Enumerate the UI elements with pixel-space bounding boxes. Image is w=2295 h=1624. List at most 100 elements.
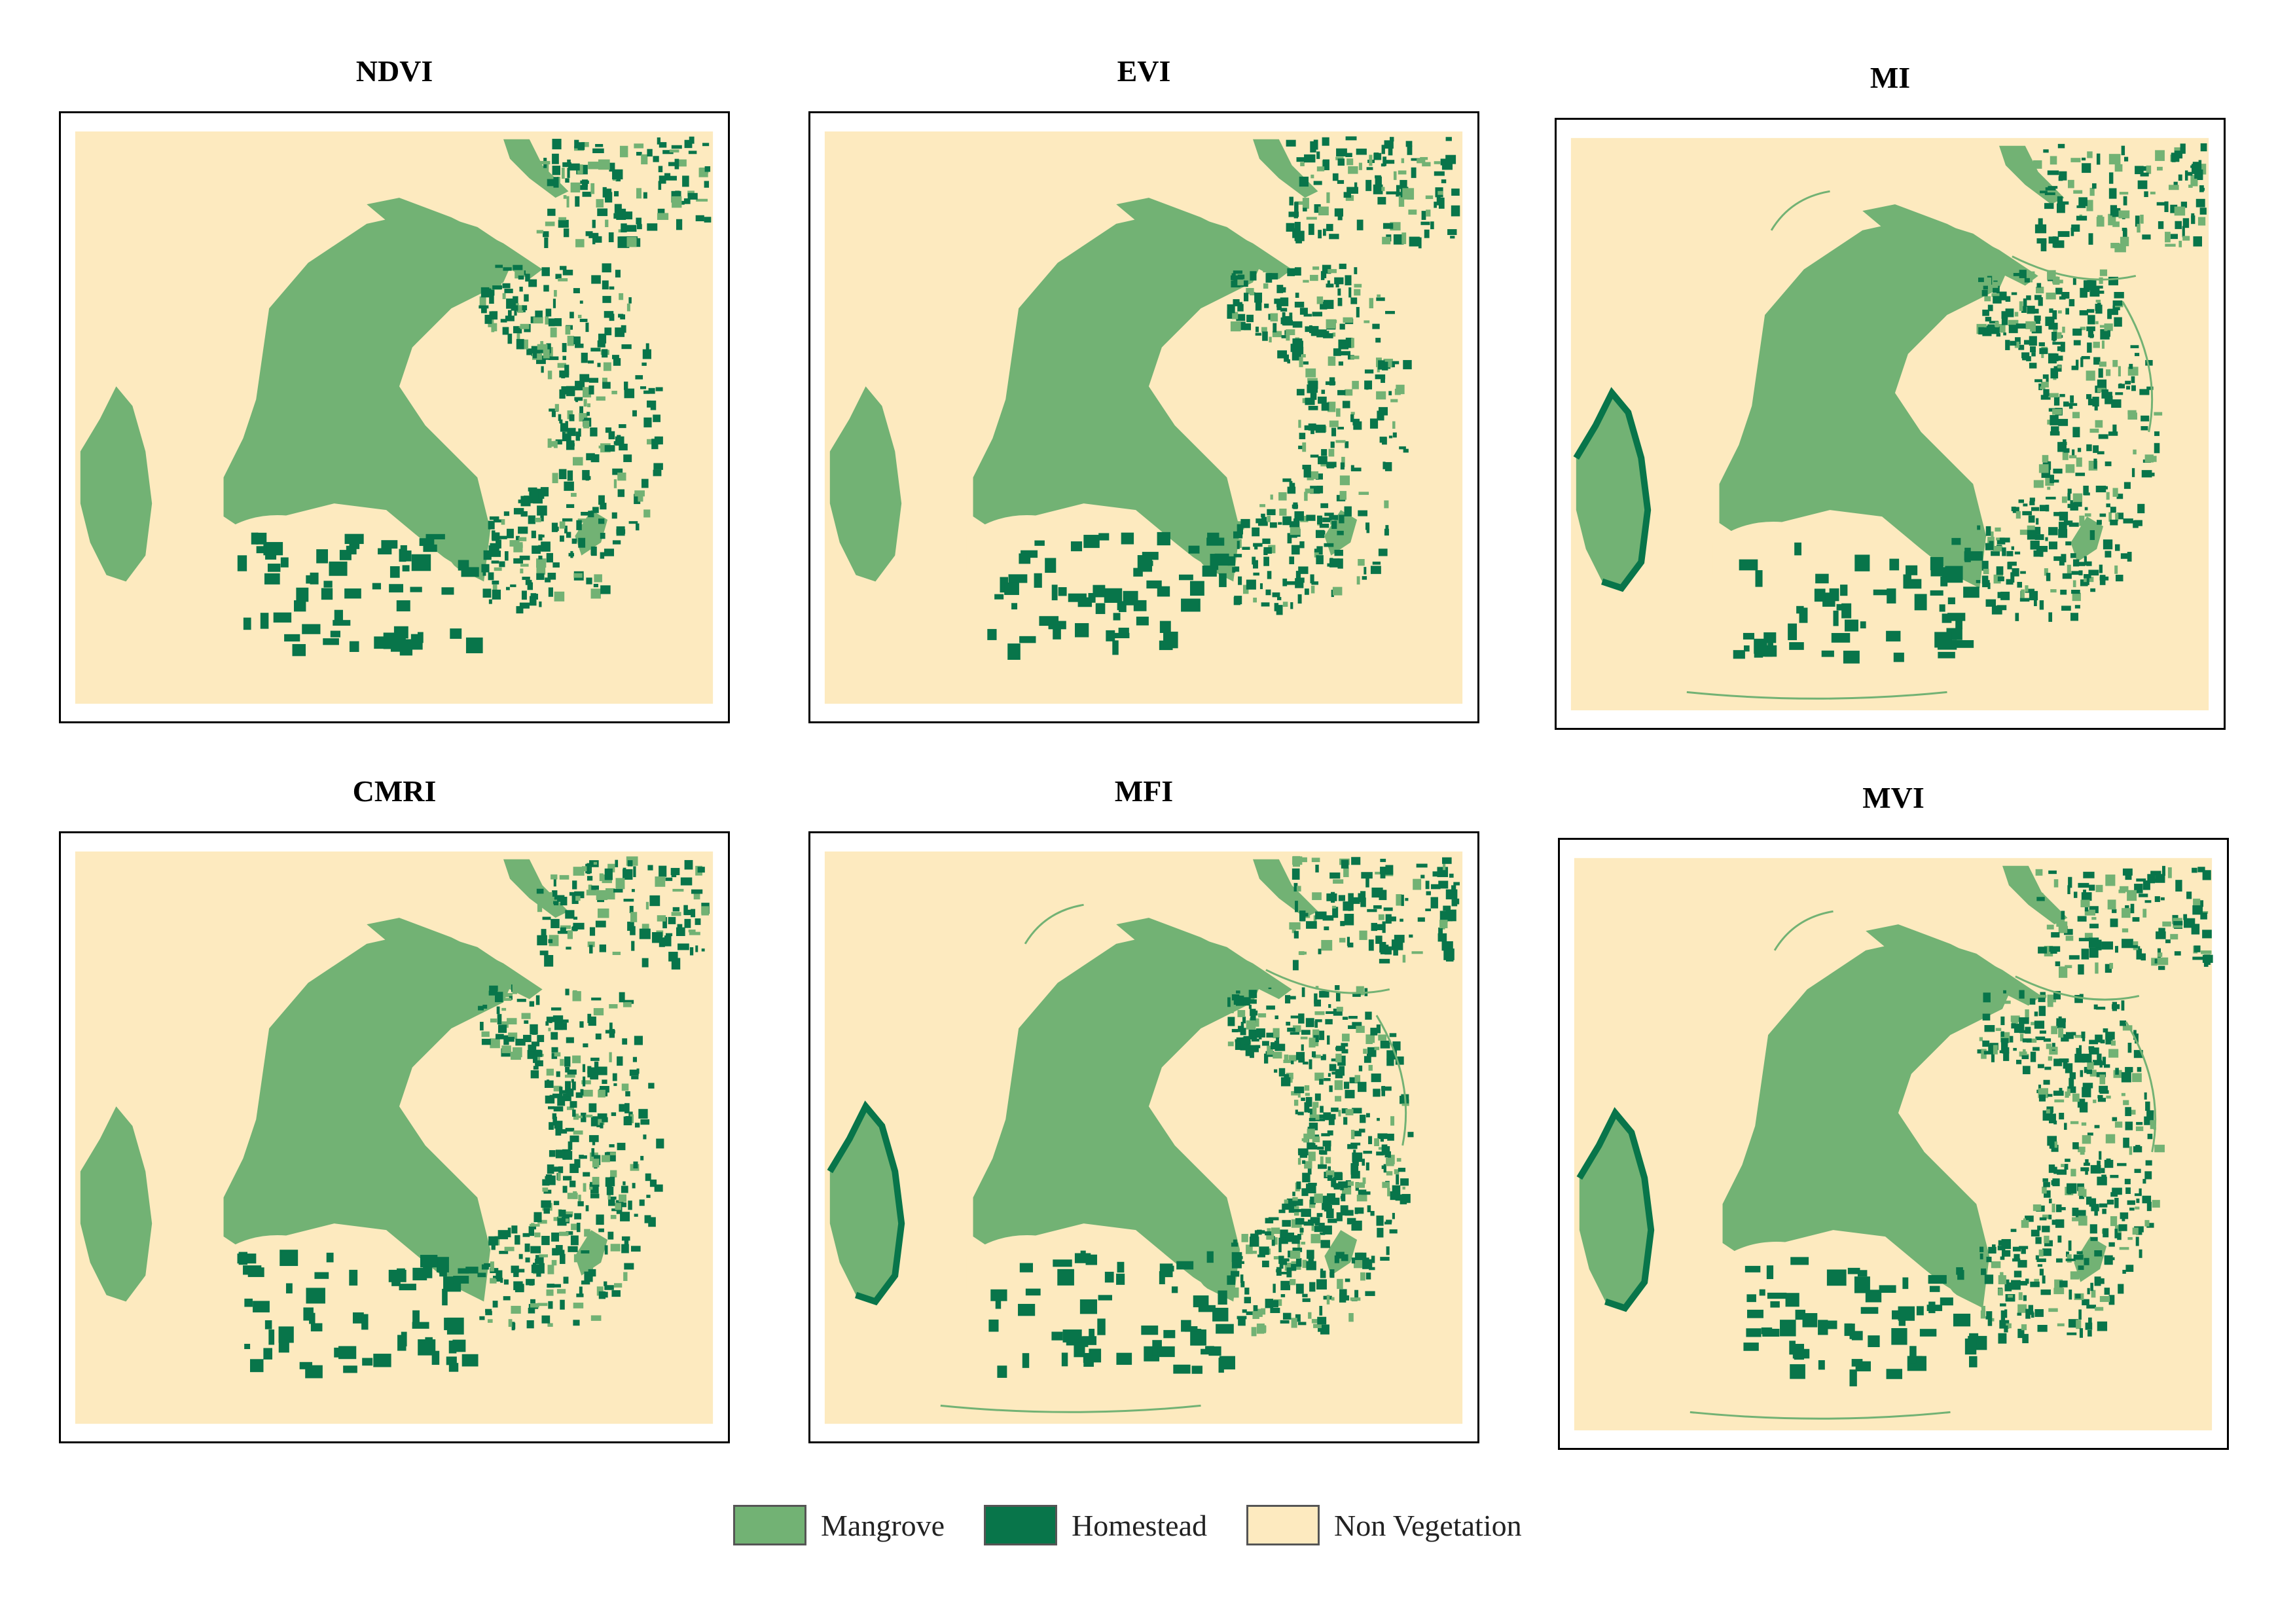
homestead-patch (2029, 998, 2036, 1005)
homestead-patch (2107, 330, 2111, 337)
homestead-patch (565, 325, 571, 335)
homestead-patch (2084, 933, 2093, 939)
homestead-patch (2192, 905, 2203, 915)
homestead-patch (590, 348, 601, 352)
homestead-patch (1318, 948, 1322, 954)
homestead-patch (587, 1070, 595, 1077)
homestead-patch (2141, 425, 2148, 431)
homestead-patch (2072, 1093, 2080, 1102)
homestead-patch (607, 1231, 614, 1240)
homestead-patch (2067, 1254, 2072, 1263)
homestead-patch (444, 1318, 450, 1331)
homestead-patch (1274, 1069, 1278, 1073)
homestead-patch (548, 1028, 551, 1032)
homestead-patch (1257, 1013, 1267, 1018)
homestead-patch (574, 891, 585, 899)
homestead-patch (2125, 1107, 2131, 1117)
homestead-patch (1364, 320, 1370, 323)
homestead-patch (650, 400, 657, 410)
homestead-patch (626, 236, 637, 247)
homestead-patch (1928, 1274, 1947, 1284)
homestead-patch (500, 319, 507, 323)
homestead-patch (1282, 316, 1293, 326)
homestead-patch (1981, 575, 1989, 584)
homestead-patch (2050, 589, 2057, 593)
homestead-patch (1352, 1157, 1359, 1166)
homestead-patch (566, 1106, 575, 1110)
homestead-patch (1327, 1130, 1333, 1136)
homestead-patch (2023, 503, 2028, 507)
homestead-patch (1983, 568, 1989, 575)
homestead-patch (1334, 549, 1343, 556)
homestead-patch (1307, 384, 1314, 393)
homestead-patch (1019, 1263, 1033, 1272)
homestead-patch (1279, 508, 1287, 516)
homestead-patch (1272, 592, 1280, 598)
homestead-patch (579, 374, 590, 382)
homestead-patch (1394, 935, 1405, 943)
homestead-patch (1265, 1218, 1274, 1223)
homestead-patch (1376, 1024, 1381, 1034)
homestead-patch (1098, 533, 1110, 541)
homestead-patch (560, 1299, 565, 1310)
homestead-patch (2108, 1295, 2115, 1305)
homestead-patch (2093, 458, 2097, 469)
homestead-patch (1280, 1239, 1284, 1243)
homestead-patch (541, 267, 550, 276)
homestead-patch (562, 355, 566, 361)
homestead-patch (1317, 530, 1326, 535)
homestead-patch (1343, 1117, 1348, 1125)
homestead-patch (590, 588, 601, 599)
homestead-patch (1322, 517, 1332, 522)
homestead-patch (1303, 467, 1311, 478)
homestead-patch (1254, 1230, 1265, 1234)
homestead-patch (572, 880, 577, 890)
homestead-patch (2078, 197, 2087, 206)
homestead-patch (2063, 929, 2073, 935)
homestead-patch (1451, 205, 1460, 217)
homestead-patch (1262, 538, 1271, 544)
homestead-patch (600, 1123, 604, 1128)
homestead-patch (1392, 361, 1395, 368)
homestead-patch (478, 1005, 484, 1011)
homestead-patch (1348, 1015, 1358, 1019)
homestead-patch (1311, 1319, 1322, 1324)
homestead-patch (1293, 1100, 1299, 1106)
homestead-patch (361, 1314, 369, 1330)
homestead-patch (2197, 867, 2205, 873)
homestead-patch (2078, 1309, 2082, 1320)
homestead-patch (2019, 598, 2030, 602)
homestead-patch (648, 388, 655, 394)
homestead-patch (2031, 1022, 2036, 1026)
homestead-patch (2047, 486, 2051, 490)
homestead-patch (507, 1018, 517, 1025)
homestead-patch (629, 905, 634, 913)
homestead-patch (2058, 176, 2063, 181)
homestead-patch (2021, 1247, 2026, 1254)
homestead-patch (1324, 926, 1329, 931)
homestead-patch (548, 1301, 553, 1309)
homestead-patch (1235, 1041, 1241, 1050)
homestead-patch (2178, 240, 2182, 247)
homestead-patch (2025, 585, 2029, 592)
homestead-patch (2200, 143, 2207, 152)
homestead-patch (2095, 884, 2103, 892)
homestead-patch (1291, 1091, 1298, 1096)
homestead-patch (2125, 1265, 2134, 1272)
homestead-patch (1303, 1133, 1309, 1143)
homestead-patch (2033, 1047, 2040, 1051)
homestead-patch (564, 526, 568, 533)
homestead-patch (1321, 389, 1326, 394)
homestead-patch (2133, 449, 2137, 455)
homestead-patch (2022, 1333, 2029, 1344)
homestead-patch (2034, 316, 2041, 321)
homestead-patch (2036, 518, 2039, 525)
homestead-patch (2069, 1077, 2074, 1087)
homestead-patch (1378, 914, 1384, 920)
homestead-patch (1377, 1117, 1380, 1121)
homestead-patch (1252, 1310, 1259, 1320)
homestead-patch (2050, 415, 2059, 425)
homestead-patch (1989, 321, 1998, 324)
homestead-patch (1291, 1318, 1297, 1328)
homestead-patch (553, 441, 558, 448)
